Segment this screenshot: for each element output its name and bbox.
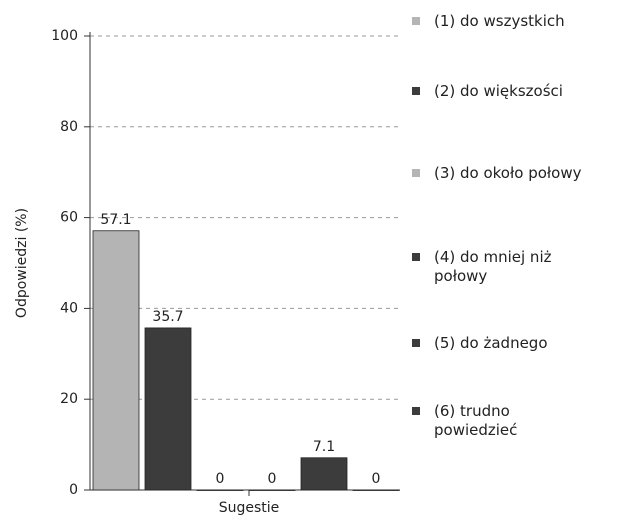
legend-swatch	[412, 169, 420, 177]
bar	[144, 327, 192, 491]
bar	[92, 230, 140, 491]
bar	[352, 489, 400, 491]
legend-label: (2) do większości	[434, 82, 563, 100]
data-label: 57.1	[100, 212, 131, 228]
y-tick-label: 100	[51, 28, 78, 44]
legend-item: (3) do około połowy	[408, 164, 618, 183]
data-label: 0	[216, 471, 225, 487]
y-tick-label: 80	[60, 119, 78, 135]
data-label: 0	[372, 471, 381, 487]
legend-swatch	[412, 407, 420, 415]
y-tick-label: 60	[60, 210, 78, 226]
legend-item: (1) do wszystkich	[408, 12, 618, 31]
legend-item: (4) do mniej niż połowy	[408, 248, 618, 286]
chart: Odpowiedzi (%) 0 20 40 60 80 100 Sugestie 57.1 3…	[14, 28, 400, 516]
legend-swatch	[412, 339, 420, 347]
data-label: 7.1	[313, 439, 335, 455]
legend: (1) do wszystkich (2) do większości (3) do…	[408, 0, 622, 523]
legend-label: (1) do wszystkich	[434, 12, 565, 30]
legend-item: (2) do większości	[408, 82, 618, 101]
legend-item: (5) do żadnego	[408, 334, 618, 353]
legend-label: (4) do mniej niż połowy	[434, 248, 552, 285]
bar	[300, 457, 348, 491]
y-tick-label: 0	[69, 482, 78, 498]
legend-swatch	[412, 87, 420, 95]
y-tick-label: 40	[60, 300, 78, 316]
bar	[248, 489, 296, 491]
legend-swatch	[412, 253, 420, 261]
bar	[196, 489, 244, 491]
legend-label: (6) trudno powiedzieć	[434, 402, 518, 439]
y-axis-label: Odpowiedzi (%)	[14, 208, 30, 318]
y-tick-label: 20	[60, 391, 78, 407]
legend-item: (6) trudno powiedzieć	[408, 402, 618, 440]
legend-swatch	[412, 17, 420, 25]
legend-label: (3) do około połowy	[434, 164, 582, 182]
data-label: 0	[268, 471, 277, 487]
x-tick-label: Sugestie	[219, 500, 280, 516]
legend-label: (5) do żadnego	[434, 334, 548, 352]
data-label: 35.7	[152, 309, 183, 325]
